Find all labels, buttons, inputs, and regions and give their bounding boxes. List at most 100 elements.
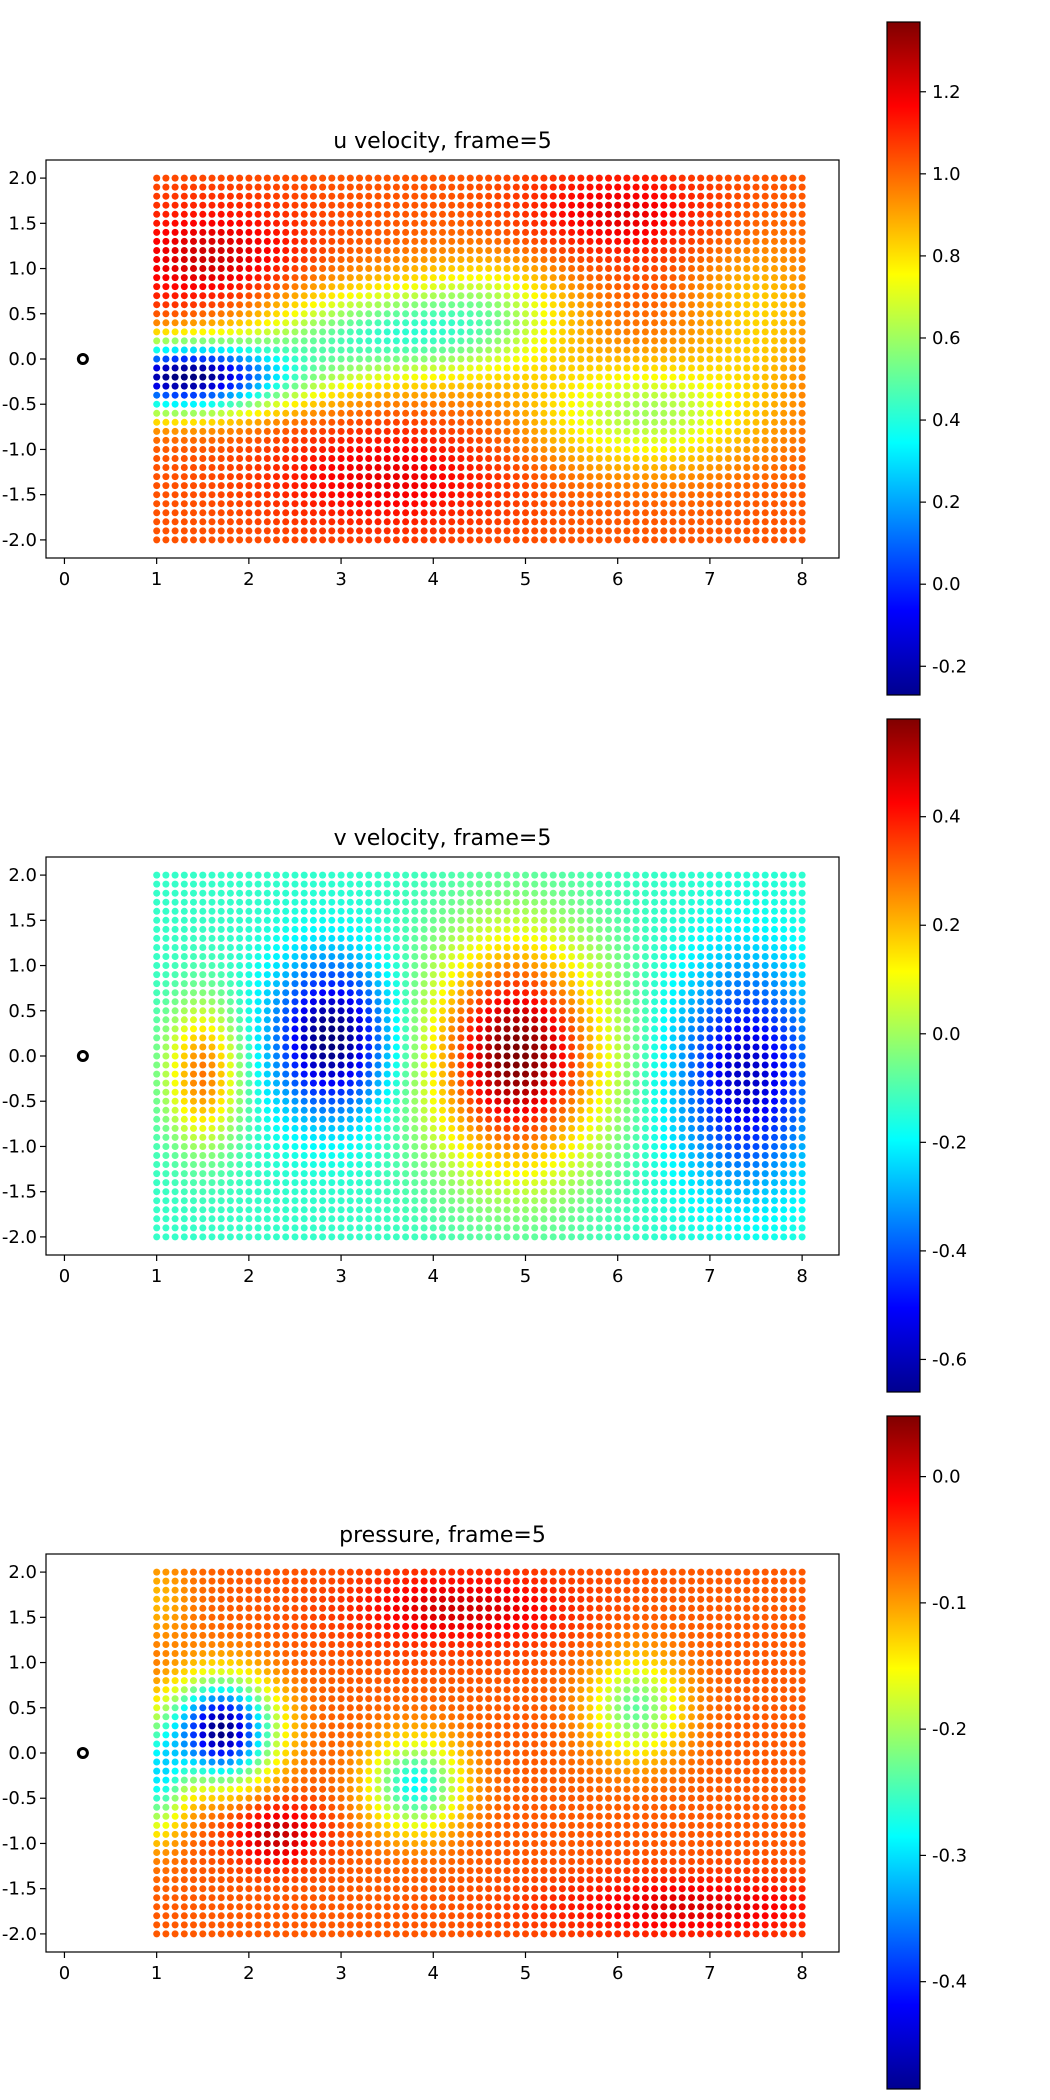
data-point <box>724 364 732 372</box>
data-point <box>328 319 336 327</box>
data-point <box>153 373 161 381</box>
data-point <box>254 427 262 435</box>
data-point <box>494 953 502 960</box>
data-point <box>402 1197 410 1205</box>
data-point <box>346 292 354 300</box>
data-point <box>522 1034 529 1042</box>
data-point <box>356 1206 363 1214</box>
data-point <box>309 1061 317 1069</box>
data-point <box>199 1097 207 1105</box>
data-point <box>780 400 788 408</box>
data-point <box>651 210 659 218</box>
data-point <box>605 473 612 481</box>
data-point <box>724 500 732 508</box>
data-point <box>263 998 271 1006</box>
data-point <box>568 201 576 209</box>
data-point <box>273 880 280 888</box>
data-point <box>466 436 474 444</box>
data-point <box>512 1115 520 1123</box>
data-point <box>309 1215 317 1223</box>
data-point <box>356 518 363 526</box>
data-point <box>688 427 695 435</box>
data-point <box>558 1143 566 1150</box>
data-point <box>199 989 207 997</box>
data-point <box>273 346 280 354</box>
data-point <box>429 1088 437 1096</box>
data-point <box>374 1034 382 1042</box>
data-point <box>586 907 594 915</box>
data-point <box>162 418 170 426</box>
data-point <box>522 455 529 462</box>
data-point <box>328 518 336 526</box>
data-point <box>263 228 271 236</box>
data-point <box>309 427 317 435</box>
data-point <box>531 455 539 462</box>
data-point <box>300 871 308 879</box>
data-point <box>522 1106 529 1114</box>
data-point <box>282 473 290 481</box>
data-point <box>531 427 539 435</box>
data-point <box>171 247 179 254</box>
data-point <box>568 427 576 435</box>
data-point <box>300 283 308 291</box>
data-point <box>586 364 594 372</box>
data-point <box>291 1124 299 1132</box>
data-point <box>217 210 225 218</box>
data-point <box>319 1224 327 1232</box>
data-point <box>531 219 539 227</box>
data-point <box>217 310 225 318</box>
data-point <box>254 989 262 997</box>
data-point <box>549 1106 557 1114</box>
data-point <box>402 1079 410 1087</box>
data-point <box>439 265 446 272</box>
data-point <box>356 962 363 969</box>
data-point <box>651 455 659 462</box>
data-point <box>153 953 161 960</box>
data-point <box>540 980 548 988</box>
data-point <box>669 183 677 191</box>
data-point <box>549 482 557 490</box>
data-point <box>752 265 760 272</box>
data-point <box>208 382 216 390</box>
data-point <box>365 265 373 272</box>
data-point <box>309 473 317 481</box>
data-point <box>660 283 668 291</box>
data-point <box>448 228 456 236</box>
data-point <box>439 1106 446 1114</box>
data-point <box>798 210 806 218</box>
data-point <box>512 1179 520 1187</box>
data-point <box>365 319 373 327</box>
data-point <box>734 247 742 254</box>
data-point <box>402 1097 410 1105</box>
data-point <box>374 391 382 399</box>
data-point <box>522 1052 529 1060</box>
data-point <box>328 953 336 960</box>
data-point <box>540 319 548 327</box>
data-point <box>724 265 732 272</box>
data-point <box>568 446 576 453</box>
data-point <box>392 183 400 191</box>
data-point <box>577 210 585 218</box>
data-point <box>254 1106 262 1114</box>
data-point <box>752 283 760 291</box>
data-point <box>180 355 188 363</box>
data-point <box>789 292 797 300</box>
data-point <box>595 1215 603 1223</box>
data-point <box>346 364 354 372</box>
data-point <box>337 427 345 435</box>
data-point <box>309 283 317 291</box>
data-point <box>743 482 751 490</box>
data-point <box>439 1016 446 1024</box>
data-point <box>577 953 585 960</box>
data-point <box>245 228 253 236</box>
data-point <box>429 283 437 291</box>
data-point <box>485 1143 493 1150</box>
data-point <box>522 192 529 200</box>
data-point <box>586 500 594 508</box>
data-point <box>180 418 188 426</box>
data-point <box>217 473 225 481</box>
data-point <box>245 418 253 426</box>
data-point <box>365 491 373 499</box>
data-point <box>651 301 659 309</box>
data-point <box>439 256 446 263</box>
